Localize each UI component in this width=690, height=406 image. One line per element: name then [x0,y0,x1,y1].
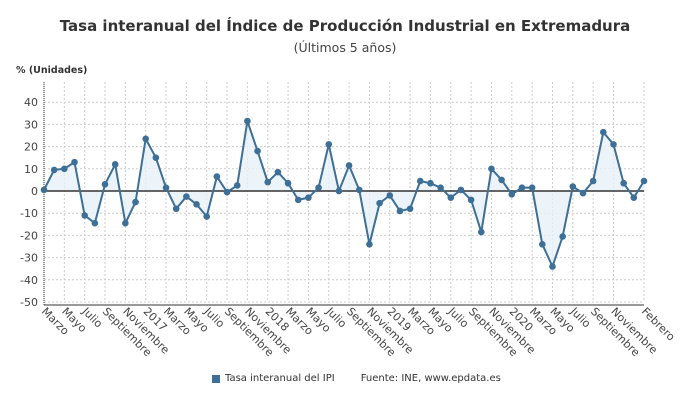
chart-subtitle: (Últimos 5 años) [293,40,397,55]
data-point [132,198,139,206]
data-point [91,219,99,227]
data-point [559,233,566,240]
series-area [44,121,644,267]
data-point [294,196,302,204]
data-point [630,194,638,201]
data-point [50,166,58,174]
data-point [416,177,424,185]
data-point [274,168,282,176]
data-point [315,184,322,191]
y-tick-label: -30 [20,252,38,265]
data-point [305,194,312,201]
data-point [498,176,505,184]
data-point [579,189,587,197]
data-point [549,263,556,270]
data-point [539,240,546,248]
y-tick-label: 20 [24,141,38,154]
data-point [71,158,78,166]
data-point [40,186,48,194]
y-tick-label: 0 [31,185,38,198]
data-point [183,193,190,200]
data-point [325,141,333,148]
data-point [355,186,363,194]
legend-label: Tasa interanual del IPI [225,373,335,384]
data-point [254,147,261,155]
data-point [203,213,211,220]
y-tick-label: -20 [20,229,38,242]
data-point [640,177,648,185]
data-point [518,184,526,191]
y-tick-label: -50 [20,296,38,309]
y-tick-label: 10 [24,163,38,176]
y-tick-label: 40 [24,96,38,109]
data-point [142,135,149,143]
source-text: Fuente: INE, www.epdata.es [360,373,501,384]
data-point [223,188,231,196]
legend-swatch [212,374,220,383]
series-line [43,120,645,270]
data-point [111,161,119,168]
data-point [213,173,221,180]
data-point [467,196,475,204]
data-point [101,181,109,188]
data-point [233,182,241,189]
data-point [366,240,373,248]
data-point [284,179,292,187]
legend: Tasa interanual del IPI Fuente: INE, www… [212,373,501,384]
data-point [610,141,617,148]
data-point [528,184,536,191]
data-point [569,183,577,190]
data-point [396,207,404,215]
y-tick-label: -40 [20,274,38,287]
data-point [457,186,465,194]
data-point [264,178,272,186]
chart-title: Tasa interanual del Índice de Producción… [59,17,631,35]
data-point [162,184,170,191]
data-point [427,179,434,187]
data-point [335,187,343,195]
data-point [437,184,444,191]
data-point [152,154,160,161]
y-tick-label: 30 [24,118,38,131]
data-point [386,192,394,199]
data-point [488,165,495,173]
data-point [477,228,485,236]
data-point [345,162,353,169]
data-point [447,194,455,201]
data-point [406,205,414,213]
data-point [172,205,180,213]
data-point [600,128,607,136]
data-point [244,117,251,125]
y-axis-label: % (Unidades) [16,65,88,76]
data-point [122,219,129,227]
data-point [193,201,200,208]
data-point [81,212,88,219]
data-point [508,191,516,198]
data-point [61,165,68,173]
data-point [376,199,383,207]
data-point [620,179,627,187]
data-point [589,177,597,185]
y-tick-label: -10 [20,207,38,220]
